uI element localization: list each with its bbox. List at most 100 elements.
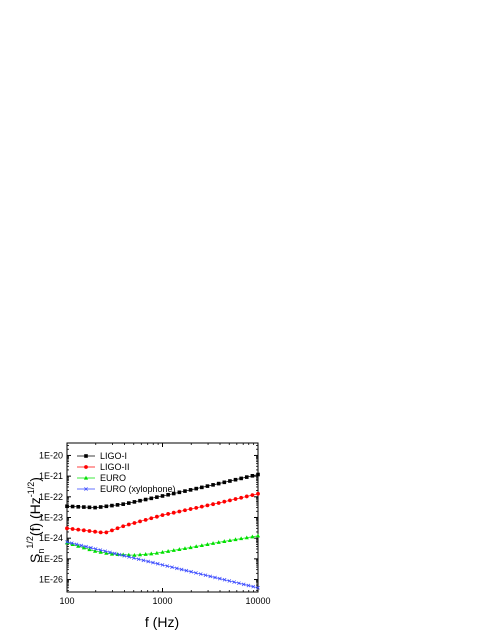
data-point bbox=[194, 505, 199, 510]
data-point bbox=[194, 571, 198, 575]
data-point bbox=[146, 559, 151, 564]
data-point bbox=[98, 549, 103, 554]
data-point bbox=[76, 504, 81, 509]
data-point bbox=[132, 556, 136, 560]
data-point bbox=[166, 512, 171, 516]
x-tick-label: 1000 bbox=[152, 596, 172, 606]
series-layer bbox=[64, 472, 261, 590]
data-point bbox=[76, 527, 81, 532]
data-point bbox=[208, 574, 213, 579]
data-point bbox=[222, 480, 227, 485]
legend-item: LIGO-II bbox=[77, 462, 130, 472]
data-point bbox=[228, 498, 232, 503]
series-ligo-i bbox=[65, 472, 260, 510]
plot-area: 100 1000 10000 1E-261E-251E-241E-231E-221E… bbox=[39, 442, 271, 606]
data-point bbox=[216, 481, 221, 486]
data-point bbox=[216, 501, 221, 505]
data-point bbox=[244, 535, 249, 540]
data-point bbox=[222, 499, 227, 504]
data-point bbox=[205, 484, 210, 488]
data-point bbox=[112, 551, 117, 556]
data-point bbox=[104, 504, 109, 509]
data-point bbox=[92, 548, 98, 553]
data-point bbox=[183, 508, 187, 513]
data-point bbox=[177, 547, 182, 551]
data-point bbox=[250, 473, 255, 478]
data-point bbox=[110, 528, 114, 533]
data-point bbox=[256, 472, 260, 477]
data-point bbox=[228, 479, 232, 483]
data-point bbox=[177, 509, 182, 514]
data-point bbox=[155, 495, 159, 499]
data-point bbox=[241, 582, 246, 587]
data-point bbox=[81, 528, 86, 533]
y-axis-label-subscript: n bbox=[36, 549, 46, 554]
data-point bbox=[115, 526, 120, 531]
y-tick-label: 1E-21 bbox=[39, 471, 63, 481]
data-point bbox=[239, 495, 244, 500]
legend-item: LIGO-I bbox=[77, 451, 127, 461]
y-tick-label: 1E-26 bbox=[39, 575, 63, 585]
data-point bbox=[98, 505, 103, 509]
data-point bbox=[127, 555, 131, 559]
data-point bbox=[200, 485, 204, 490]
y-axis-label-end: ) bbox=[27, 477, 43, 482]
data-point bbox=[74, 542, 79, 547]
y-tick-label: 1E-22 bbox=[39, 492, 63, 502]
data-point bbox=[138, 498, 142, 503]
data-point bbox=[151, 560, 155, 565]
data-point bbox=[188, 545, 193, 550]
data-point bbox=[149, 496, 154, 501]
x-tick-label: 10000 bbox=[245, 596, 270, 606]
legend-label: LIGO-II bbox=[100, 462, 130, 472]
data-point bbox=[93, 505, 97, 510]
data-point bbox=[233, 497, 238, 501]
legend-item: EURO bbox=[77, 473, 126, 483]
data-point bbox=[154, 550, 159, 555]
data-point bbox=[160, 513, 165, 518]
data-point bbox=[122, 553, 127, 558]
data-point bbox=[138, 519, 142, 524]
data-point bbox=[143, 552, 148, 556]
data-point bbox=[109, 551, 115, 556]
data-point bbox=[98, 548, 103, 552]
data-point bbox=[217, 576, 222, 581]
y-tick-label: 1E-24 bbox=[39, 533, 63, 543]
data-point bbox=[89, 545, 93, 550]
data-point bbox=[233, 477, 238, 482]
data-point bbox=[171, 548, 176, 552]
data-point bbox=[143, 517, 148, 522]
x-axis: 100 1000 10000 bbox=[59, 443, 271, 606]
data-point bbox=[166, 549, 171, 553]
data-point bbox=[250, 534, 255, 539]
data-point bbox=[136, 557, 141, 562]
data-point bbox=[108, 550, 112, 555]
data-point bbox=[246, 583, 251, 588]
data-point bbox=[141, 558, 146, 563]
data-point bbox=[188, 488, 193, 492]
data-point bbox=[171, 510, 176, 515]
data-point bbox=[179, 567, 184, 572]
data-point bbox=[194, 544, 199, 549]
data-point bbox=[65, 504, 69, 509]
y-axis: 1E-26 1E-25 1E-24 1E-23 1E-22 1E-21 1E-20 bbox=[39, 442, 258, 591]
data-point bbox=[222, 539, 227, 543]
data-point bbox=[166, 492, 170, 497]
data-point bbox=[84, 487, 88, 491]
data-point bbox=[87, 529, 92, 533]
data-point bbox=[211, 483, 215, 487]
data-point bbox=[232, 580, 236, 584]
data-point bbox=[154, 514, 159, 519]
data-point bbox=[121, 502, 125, 506]
data-point bbox=[149, 551, 154, 556]
data-point bbox=[132, 521, 137, 525]
data-point bbox=[87, 505, 92, 510]
data-point bbox=[239, 476, 243, 481]
data-point bbox=[244, 494, 249, 499]
data-point bbox=[256, 491, 260, 496]
y-axis-label-superscript: 1/2 bbox=[25, 536, 35, 549]
data-point bbox=[237, 581, 241, 586]
data-point bbox=[70, 504, 75, 509]
data-point bbox=[213, 575, 217, 580]
